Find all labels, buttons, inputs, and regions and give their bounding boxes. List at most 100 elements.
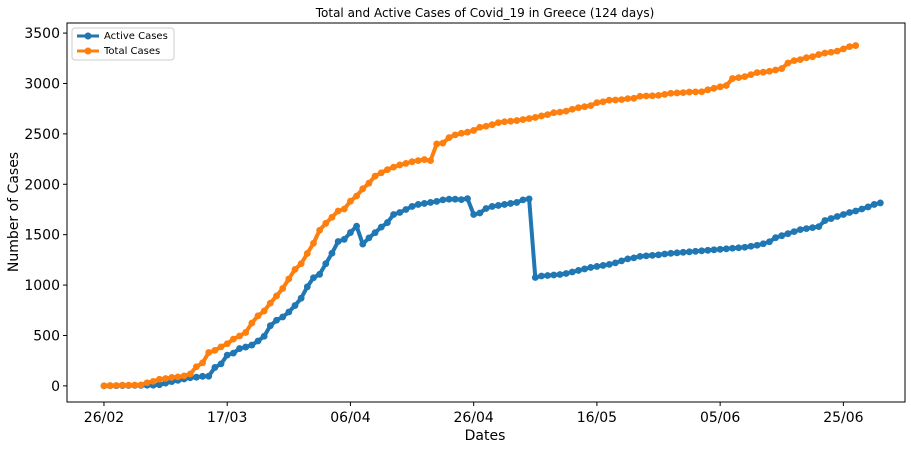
data-point-active-cases: [685, 248, 693, 256]
data-point-active-cases: [420, 200, 428, 207]
data-point-active-cases: [630, 254, 638, 262]
data-point-total-cases: [279, 285, 287, 292]
data-point-total-cases: [112, 382, 120, 389]
data-point-total-cases: [156, 375, 163, 383]
series-active-cases: [100, 195, 884, 390]
data-point-total-cases: [229, 335, 237, 343]
data-point-active-cases: [605, 261, 613, 268]
legend-active-cases-label: Active Cases: [104, 31, 168, 42]
data-point-total-cases: [538, 112, 545, 120]
data-point-total-cases: [236, 332, 243, 340]
data-point-active-cases: [704, 246, 712, 254]
data-point-active-cases: [414, 201, 422, 208]
data-point-active-cases: [642, 252, 650, 260]
data-point-active-cases: [661, 250, 669, 258]
data-point-active-cases: [254, 337, 262, 345]
data-point-active-cases: [457, 196, 465, 204]
data-point-total-cases: [593, 99, 601, 107]
x-tick-label: 26/04: [453, 410, 493, 426]
data-point-active-cases: [698, 247, 706, 255]
data-point-total-cases: [531, 114, 539, 121]
data-point-active-cases: [451, 195, 459, 203]
data-point-total-cases: [815, 51, 823, 58]
data-point-active-cases: [193, 373, 200, 381]
data-point-active-cases: [470, 211, 478, 218]
data-point-total-cases: [648, 92, 656, 100]
data-point-active-cases: [211, 364, 219, 371]
data-point-total-cases: [445, 134, 453, 142]
data-point-total-cases: [260, 307, 268, 315]
data-point-active-cases: [624, 255, 632, 263]
data-point-total-cases: [451, 131, 459, 139]
data-point-active-cases: [303, 283, 311, 291]
data-point-active-cases: [562, 270, 570, 277]
data-point-active-cases: [815, 223, 823, 231]
data-point-total-cases: [827, 48, 835, 56]
data-point-total-cases: [525, 115, 533, 122]
data-point-total-cases: [193, 363, 200, 371]
data-point-active-cases: [340, 235, 348, 243]
data-point-total-cases: [365, 179, 373, 187]
data-point-active-cases: [729, 244, 736, 252]
y-axis: 0 500 1000 1500 2000 2500 3000 3500: [24, 26, 67, 395]
data-point-active-cases: [236, 345, 243, 352]
data-point-active-cases: [544, 272, 552, 279]
data-point-total-cases: [297, 260, 305, 268]
data-point-active-cases: [839, 211, 847, 218]
data-point-active-cases: [821, 217, 829, 224]
data-point-active-cases: [390, 211, 397, 218]
legend: Active Cases Total Cases: [71, 27, 175, 61]
data-point-total-cases: [353, 192, 360, 200]
data-point-active-cases: [519, 196, 527, 204]
data-point-total-cases: [519, 116, 527, 123]
data-point-active-cases: [636, 252, 644, 260]
data-point-total-cases: [722, 82, 730, 89]
data-point-active-cases: [876, 199, 884, 207]
data-point-total-cases: [470, 127, 478, 134]
data-point-active-cases: [248, 341, 256, 349]
data-point-active-cases: [291, 302, 299, 309]
data-point-total-cases: [149, 377, 157, 385]
data-point-total-cases: [741, 73, 749, 81]
data-point-active-cases: [494, 202, 502, 209]
data-point-total-cases: [550, 109, 558, 117]
data-point-total-cases: [661, 90, 669, 98]
data-point-total-cases: [106, 382, 114, 389]
data-point-total-cases: [513, 117, 521, 124]
data-point-active-cases: [575, 267, 582, 274]
data-point-active-cases: [488, 203, 496, 210]
data-point-active-cases: [667, 249, 675, 257]
data-point-total-cases: [803, 54, 810, 62]
data-point-total-cases: [673, 89, 681, 97]
data-point-active-cases: [322, 260, 330, 268]
data-point-active-cases: [618, 257, 625, 265]
x-tick-label: 06/04: [330, 410, 370, 426]
data-point-active-cases: [833, 213, 841, 220]
data-point-total-cases: [790, 57, 798, 64]
data-point-total-cases: [679, 89, 687, 97]
data-point-total-cases: [735, 74, 743, 82]
x-axis-label: Dates: [465, 428, 506, 444]
data-point-active-cases: [531, 274, 539, 281]
data-point-total-cases: [766, 67, 773, 75]
data-point-active-cases: [445, 195, 453, 203]
data-point-active-cases: [316, 270, 324, 278]
data-point-total-cases: [772, 66, 779, 74]
data-point-active-cases: [525, 195, 533, 203]
data-point-total-cases: [667, 89, 675, 97]
data-point-active-cases: [347, 229, 354, 236]
data-point-active-cases: [803, 225, 810, 233]
data-point-active-cases: [864, 203, 872, 211]
data-point-total-cases: [273, 292, 280, 300]
data-point-total-cases: [488, 121, 496, 129]
data-point-active-cases: [679, 248, 687, 256]
data-point-active-cases: [507, 200, 515, 207]
series-total-cases: [100, 42, 860, 390]
data-point-active-cases: [229, 349, 237, 357]
data-point-total-cases: [839, 45, 847, 53]
data-point-total-cases: [371, 172, 379, 180]
legend-total-cases-label: Total Cases: [103, 46, 160, 57]
data-point-active-cases: [538, 272, 545, 280]
y-tick-label: 3500: [24, 26, 60, 42]
data-point-active-cases: [692, 247, 699, 255]
